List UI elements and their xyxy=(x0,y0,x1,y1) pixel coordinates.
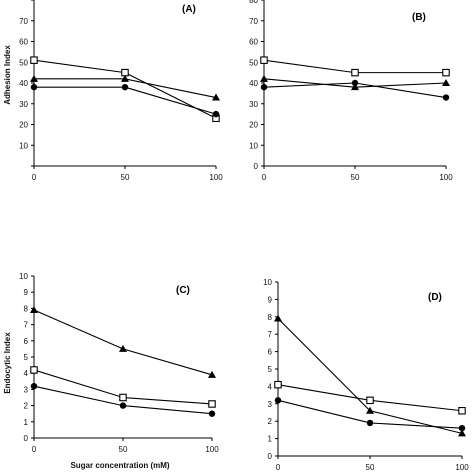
y-tick-label: 0 xyxy=(268,452,273,461)
x-tick-label: 50 xyxy=(366,463,375,472)
data-point-triangle xyxy=(351,83,359,91)
data-point-circle xyxy=(119,402,127,409)
panel-label: (B) xyxy=(412,12,426,23)
y-tick-label: 5 xyxy=(268,365,273,374)
y-tick-label: 2 xyxy=(24,402,29,411)
x-axis-label: Sugar concentration (mM) xyxy=(70,461,169,470)
panel-label: (D) xyxy=(428,292,442,303)
y-tick-label: 10 xyxy=(19,141,28,150)
data-point-triangle xyxy=(121,74,129,82)
y-axis-label: Adhesion Index xyxy=(3,45,12,105)
data-point-square xyxy=(274,380,282,389)
data-point-circle xyxy=(366,419,374,427)
x-tick-label: 50 xyxy=(351,173,360,182)
chart-panel-1: 10 20 30 40 50 60 70 0 50 100 Adhesion Index (A) xyxy=(3,0,223,182)
panel-label: (C) xyxy=(176,285,190,296)
data-point-circle xyxy=(121,83,129,91)
y-tick-label: 4 xyxy=(268,382,273,391)
data-point-circle xyxy=(274,397,282,404)
x-tick-label: 0 xyxy=(276,463,281,472)
y-tick-label: 80 xyxy=(249,0,258,5)
data-point-square xyxy=(30,56,38,64)
y-tick-label: 10 xyxy=(19,272,28,281)
y-tick-label: 70 xyxy=(19,17,28,26)
y-tick-label: 20 xyxy=(249,121,258,130)
y-tick-label: 30 xyxy=(19,100,28,109)
y-tick-label: 8 xyxy=(268,313,273,322)
y-tick-label: 50 xyxy=(19,58,28,67)
y-tick-label: 1 xyxy=(24,418,29,427)
y-tick-label: 3 xyxy=(24,385,29,394)
data-point-square xyxy=(366,396,374,405)
y-tick-label: 6 xyxy=(24,337,29,346)
y-tick-label: 30 xyxy=(249,100,258,109)
data-point-circle xyxy=(458,424,466,432)
y-tick-label: 2 xyxy=(268,417,273,426)
x-tick-label: 50 xyxy=(119,445,128,454)
y-tick-label: 20 xyxy=(19,121,28,130)
y-tick-label: 0 xyxy=(254,162,259,171)
data-point-circle xyxy=(30,83,38,91)
data-point-square xyxy=(30,366,38,374)
y-tick-label: 4 xyxy=(24,369,29,378)
y-tick-label: 60 xyxy=(249,38,258,47)
y-tick-label: 10 xyxy=(263,278,272,287)
x-tick-label: 100 xyxy=(209,173,223,182)
data-point-circle xyxy=(212,110,220,118)
data-point-circle xyxy=(208,410,216,417)
data-point-square xyxy=(458,407,466,415)
data-point-triangle xyxy=(212,93,220,101)
data-point-triangle xyxy=(30,74,38,82)
data-point-square xyxy=(119,393,127,402)
y-tick-label: 70 xyxy=(249,17,258,26)
y-axis-label: Endocytic Index xyxy=(3,332,12,394)
data-point-triangle xyxy=(30,306,38,314)
y-tick-label: 10 xyxy=(249,141,258,150)
y-tick-label: 3 xyxy=(268,400,273,409)
data-point-square xyxy=(208,400,216,408)
data-point-triangle xyxy=(260,74,268,82)
x-tick-label: 100 xyxy=(455,463,469,472)
x-tick-label: 0 xyxy=(32,445,37,454)
series-line-triangle xyxy=(277,318,463,434)
y-tick-label: 50 xyxy=(249,58,258,67)
data-point-circle xyxy=(260,83,268,91)
y-tick-label: 7 xyxy=(268,330,273,339)
series-line-circle xyxy=(34,86,217,115)
data-point-triangle xyxy=(208,370,216,378)
series-line-triangle xyxy=(33,309,213,376)
y-tick-label: 60 xyxy=(19,38,28,47)
x-tick-label: 0 xyxy=(32,173,37,182)
data-point-circle xyxy=(442,94,450,101)
data-point-circle xyxy=(30,382,38,390)
data-point-square xyxy=(442,68,450,77)
data-point-square xyxy=(260,56,268,64)
x-tick-label: 100 xyxy=(205,445,219,454)
data-point-triangle xyxy=(458,429,466,437)
chart-panel-2: 0 10 20 30 40 50 60 70 80 0 50 100 (B) xyxy=(249,0,453,182)
y-tick-label: 9 xyxy=(268,295,273,304)
data-point-triangle xyxy=(366,406,374,414)
y-tick-label: 8 xyxy=(24,304,29,313)
y-tick-label: 9 xyxy=(24,288,29,297)
y-tick-label: 7 xyxy=(24,321,29,330)
y-tick-label: 0 xyxy=(24,434,29,443)
y-tick-label: 5 xyxy=(24,353,29,362)
y-tick-label: 1 xyxy=(268,435,273,444)
x-tick-label: 50 xyxy=(121,173,130,182)
data-point-triangle xyxy=(274,314,282,322)
panel-label: (A) xyxy=(182,4,196,15)
x-tick-label: 100 xyxy=(439,173,453,182)
y-tick-label: 6 xyxy=(268,348,273,357)
data-point-square xyxy=(351,68,359,77)
data-point-circle xyxy=(351,79,359,87)
data-point-triangle xyxy=(119,344,127,352)
data-point-triangle xyxy=(442,79,450,86)
y-tick-label: 40 xyxy=(249,79,258,88)
y-tick-label: 40 xyxy=(19,79,28,88)
x-tick-label: 0 xyxy=(262,173,267,182)
